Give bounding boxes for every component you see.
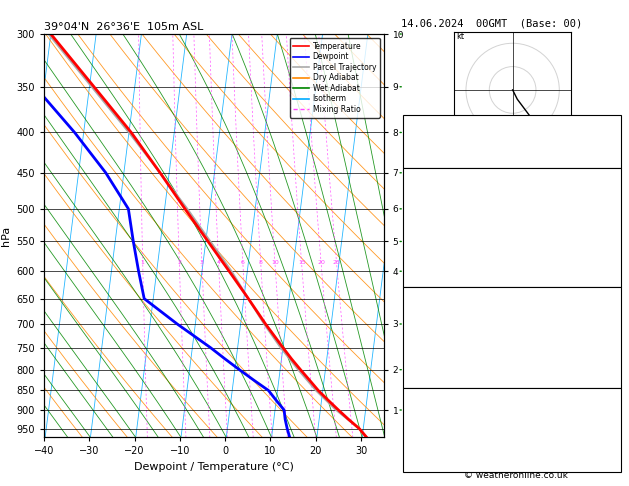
Text: Dewp (°C): Dewp (°C): [406, 204, 455, 212]
Text: 25: 25: [333, 260, 341, 265]
Text: Surface: Surface: [494, 170, 530, 179]
Text: 333: 333: [599, 322, 618, 331]
Text: 10: 10: [606, 459, 618, 468]
Text: θᵉ (K): θᵉ (K): [406, 322, 433, 331]
Text: 19: 19: [606, 120, 618, 128]
Text: 0: 0: [611, 375, 618, 384]
X-axis label: Dewpoint / Temperature (°C): Dewpoint / Temperature (°C): [134, 462, 294, 472]
Legend: Temperature, Dewpoint, Parcel Trajectory, Dry Adiabat, Wet Adiabat, Isotherm, Mi: Temperature, Dewpoint, Parcel Trajectory…: [289, 38, 380, 118]
Text: 4: 4: [611, 239, 618, 247]
Y-axis label: hPa: hPa: [1, 226, 11, 246]
Text: 330: 330: [599, 221, 618, 230]
Text: 8: 8: [259, 260, 263, 265]
Text: Mixing Ratio (g/kg): Mixing Ratio (g/kg): [423, 196, 432, 276]
Text: 39°04'N  26°36'E  105m ASL: 39°04'N 26°36'E 105m ASL: [44, 22, 203, 32]
Text: 900: 900: [599, 305, 618, 314]
Text: 3: 3: [200, 260, 204, 265]
Text: 1: 1: [141, 260, 145, 265]
Text: Lifted Index: Lifted Index: [406, 340, 462, 349]
Text: kt: kt: [457, 32, 465, 41]
Text: -25: -25: [603, 424, 618, 433]
Text: © weatheronline.co.uk: © weatheronline.co.uk: [464, 471, 568, 480]
Text: StmDir: StmDir: [406, 441, 439, 451]
Text: EH: EH: [406, 406, 419, 416]
Text: Temp (°C): Temp (°C): [406, 186, 454, 195]
Text: 2: 2: [177, 260, 181, 265]
Text: -52: -52: [603, 406, 618, 416]
Text: Pressure (mb): Pressure (mb): [406, 305, 473, 314]
Y-axis label: km
ASL: km ASL: [415, 226, 432, 245]
Text: 4: 4: [216, 260, 221, 265]
Text: SREH: SREH: [406, 424, 432, 433]
Text: 2: 2: [611, 340, 618, 349]
Text: 0: 0: [611, 256, 618, 265]
Text: Totals Totals: Totals Totals: [406, 137, 464, 146]
Text: θᵉ(K): θᵉ(K): [406, 221, 430, 230]
Text: 29.1: 29.1: [597, 186, 618, 195]
Text: CAPE (J): CAPE (J): [406, 357, 444, 366]
Text: 14.06.2024  00GMT  (Base: 00): 14.06.2024 00GMT (Base: 00): [401, 18, 582, 29]
Text: CIN (J): CIN (J): [406, 375, 436, 384]
Text: 10: 10: [271, 260, 279, 265]
Text: 13.2: 13.2: [596, 204, 618, 212]
Text: CIN (J): CIN (J): [406, 274, 436, 282]
Text: StmSpd (kt): StmSpd (kt): [406, 459, 463, 468]
Text: Most Unstable: Most Unstable: [478, 289, 546, 298]
Text: 2.18: 2.18: [597, 155, 618, 163]
Text: CAPE (J): CAPE (J): [406, 256, 444, 265]
Text: 0: 0: [611, 357, 618, 366]
Text: CL: CL: [413, 365, 423, 374]
Text: 45: 45: [606, 137, 618, 146]
Text: 35°: 35°: [601, 441, 618, 451]
Text: 6: 6: [241, 260, 245, 265]
Text: 15: 15: [298, 260, 306, 265]
Text: 0: 0: [611, 274, 618, 282]
Text: PW (cm): PW (cm): [406, 155, 447, 163]
Text: Lifted Index: Lifted Index: [406, 239, 462, 247]
Text: Hodograph: Hodograph: [486, 391, 538, 399]
Text: 20: 20: [318, 260, 325, 265]
Text: K: K: [406, 120, 413, 128]
